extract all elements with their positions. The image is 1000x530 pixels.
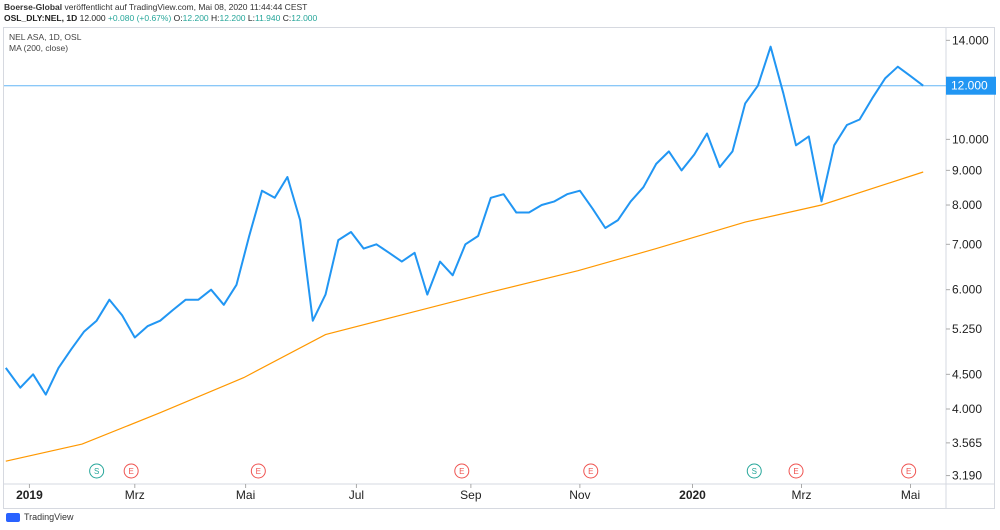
y-tick-label: 8.000	[952, 198, 982, 212]
event-label: E	[906, 467, 911, 476]
series-title: NEL ASA, 1D, OSL	[9, 32, 82, 42]
x-tick-label: Mrz	[791, 488, 811, 502]
event-label: S	[94, 467, 99, 476]
earnings-event-icon	[901, 463, 917, 479]
y-tick-label: 4.500	[952, 367, 982, 381]
price-change: +0.080 (+0.67%)	[107, 13, 172, 23]
y-tick-label: 6.000	[952, 283, 982, 297]
published-text: veröffentlicht auf TradingView.com, Mai …	[64, 2, 308, 12]
y-tick-label: 7.000	[952, 237, 982, 251]
event-label: E	[459, 467, 464, 476]
x-tick-label: 2020	[679, 488, 706, 502]
close-value: 12.000	[291, 13, 318, 23]
last-price: 12.000	[79, 13, 106, 23]
tradingview-logo-icon	[6, 512, 20, 522]
ma200-line	[5, 171, 924, 462]
x-tick-label: Nov	[569, 488, 590, 502]
x-tick-label: Sep	[460, 488, 482, 502]
y-tick-label: 3.565	[952, 436, 982, 450]
close-label: C:	[282, 13, 292, 23]
earnings-event-icon	[250, 463, 266, 479]
x-tick-label: Mrz	[125, 488, 145, 502]
publish-line: Boerse-Global veröffentlicht auf Trading…	[4, 2, 307, 13]
last-price-badge	[946, 76, 996, 95]
open-value: 12.200	[182, 13, 209, 23]
split-event-icon	[746, 463, 762, 479]
indicator-label: MA (200, close)	[9, 43, 69, 53]
chart-legend: NEL ASA, 1D, OSL MA (200, close)	[9, 32, 81, 54]
y-tick-label: 3.190	[952, 469, 982, 483]
x-tick-label: Mai	[236, 488, 255, 502]
open-label: O:	[173, 13, 183, 23]
y-tick-label: 5.250	[952, 322, 982, 336]
event-label: E	[793, 467, 798, 476]
event-label: E	[128, 467, 133, 476]
symbol-line: OSL_DLY:NEL, 1D	[4, 13, 78, 23]
event-label: E	[588, 467, 593, 476]
publisher: Boerse-Global	[4, 2, 63, 12]
earnings-event-icon	[583, 463, 599, 479]
earnings-event-icon	[788, 463, 804, 479]
y-tick-label: 4.000	[952, 402, 982, 416]
event-label: E	[256, 467, 261, 476]
price-line	[4, 45, 924, 396]
low-label: L:	[247, 13, 255, 23]
last-price-badge-label: 12.000	[951, 79, 988, 93]
x-tick-label: Jul	[349, 488, 364, 502]
earnings-event-icon	[454, 463, 470, 479]
low-value: 11.940	[255, 13, 281, 23]
x-tick-label: 2019	[16, 488, 43, 502]
split-event-icon	[89, 463, 105, 479]
high-label: H:	[211, 13, 220, 23]
ohlc-line: OSL_DLY:NEL, 1D 12.000 +0.080 (+0.67%) O…	[4, 13, 317, 23]
event-label: S	[752, 467, 757, 476]
earnings-event-icon	[123, 463, 139, 479]
high-value: 12.200	[219, 13, 246, 23]
y-tick-label: 9.000	[952, 163, 982, 177]
y-tick-label: 10.000	[952, 132, 989, 146]
x-tick-label: Mai	[901, 488, 920, 502]
y-tick-label: 14.000	[952, 33, 989, 47]
footer: TradingView	[6, 512, 74, 522]
footer-brand: TradingView	[24, 512, 74, 522]
chart-frame	[3, 27, 995, 509]
